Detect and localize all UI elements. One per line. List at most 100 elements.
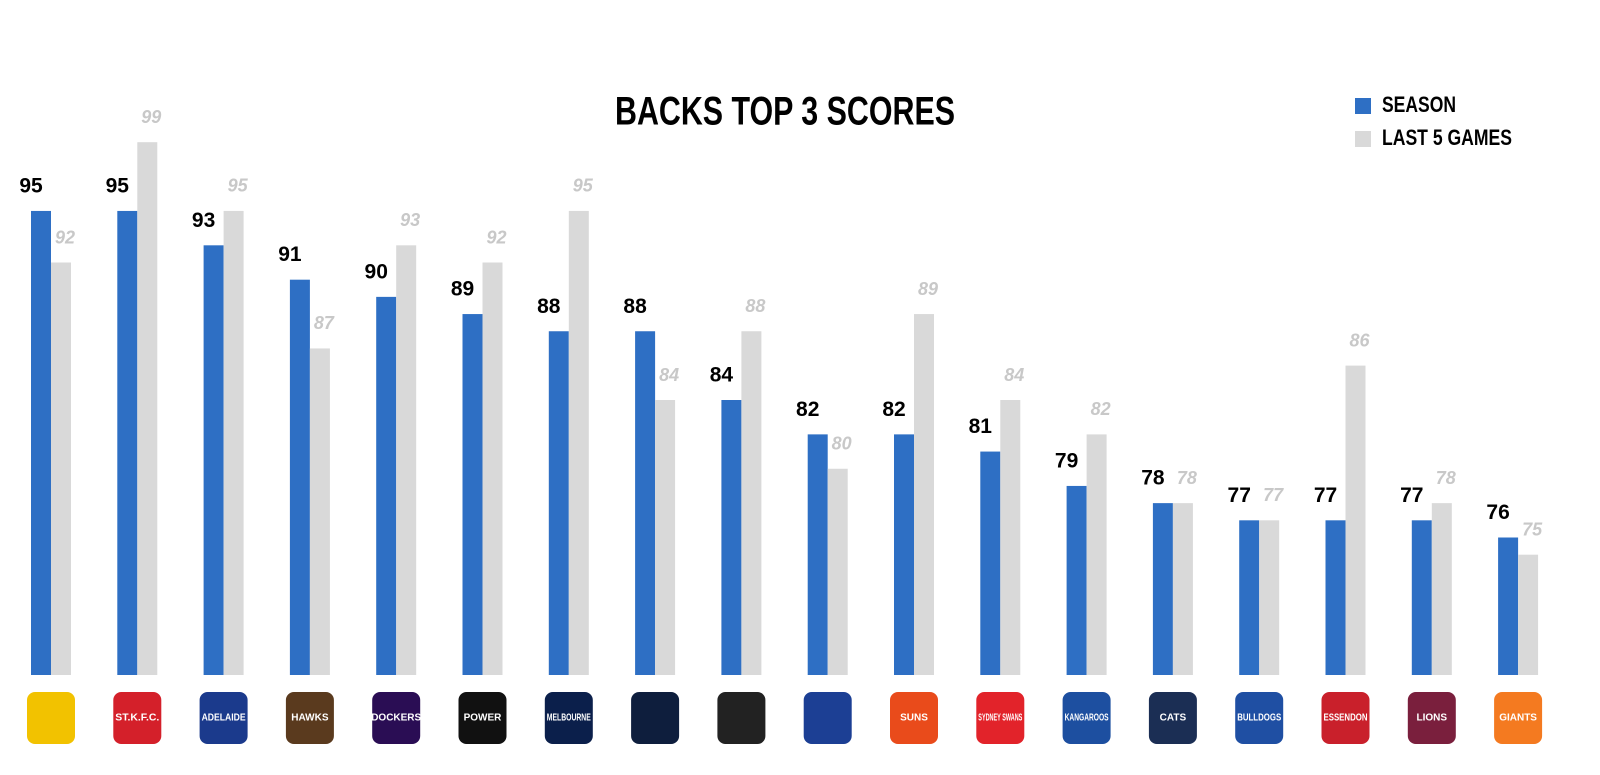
bar	[223, 210, 244, 675]
x-tick-label: LIONS	[1417, 713, 1448, 724]
data-label: 76	[1486, 501, 1509, 524]
bar	[1152, 503, 1173, 675]
data-label: 89	[451, 278, 474, 301]
bar	[894, 434, 914, 675]
team-logo	[890, 692, 938, 744]
legend-label: LAST 5 GAMES	[1382, 125, 1512, 150]
x-tick-label: ADELAIDE	[202, 713, 246, 724]
x-tick-label: HAWKS	[291, 713, 329, 724]
x-tick-label: ESSENDON	[1324, 713, 1368, 724]
team-logo	[1407, 692, 1456, 744]
bar	[1259, 520, 1280, 675]
team-logo	[1062, 692, 1111, 744]
data-label: 77	[1263, 485, 1284, 505]
bar	[51, 262, 71, 675]
bar	[462, 314, 483, 675]
team-logo	[27, 692, 75, 744]
data-label: 78	[1141, 467, 1165, 490]
x-tick-label: SYDNEY SWANS	[978, 713, 1022, 724]
team-logo	[372, 692, 421, 744]
x-tick-label: POWER	[464, 713, 503, 724]
bar	[1066, 485, 1087, 675]
bar	[1345, 365, 1366, 675]
bar	[376, 296, 397, 675]
data-label: 88	[623, 295, 647, 318]
data-label: 91	[278, 243, 302, 266]
bar	[1172, 503, 1193, 675]
x-tick-label: GIANTS	[1499, 713, 1537, 724]
data-label: 88	[745, 296, 765, 316]
data-label: 78	[1436, 468, 1456, 488]
team-logo	[803, 692, 852, 744]
bar	[568, 210, 589, 675]
bar	[741, 331, 762, 675]
data-label: 77	[1314, 484, 1337, 507]
legend-swatch	[1355, 98, 1371, 114]
data-label: 80	[832, 434, 852, 454]
team-logo	[717, 692, 766, 744]
bar	[635, 331, 656, 675]
bar	[1431, 503, 1452, 675]
team-logo	[285, 692, 334, 744]
x-tick-label: DOCKERS	[371, 713, 421, 724]
bar	[137, 142, 158, 675]
bar	[1086, 434, 1107, 675]
legend-label: SEASON	[1382, 92, 1456, 117]
data-label: 84	[659, 365, 679, 385]
data-label: 93	[192, 209, 215, 232]
data-label: 93	[400, 210, 420, 230]
data-label: 95	[106, 174, 130, 197]
data-label: 82	[1091, 399, 1111, 419]
data-label: 87	[314, 313, 335, 333]
data-label: 82	[796, 398, 819, 421]
team-logo	[113, 692, 162, 744]
data-label: 90	[365, 260, 388, 283]
bar	[548, 331, 569, 675]
bar	[309, 348, 330, 675]
bar	[980, 451, 1001, 675]
data-label: 99	[141, 107, 161, 127]
bar	[31, 210, 51, 675]
bar	[396, 245, 417, 675]
data-label: 84	[1004, 365, 1024, 385]
data-label: 77	[1228, 484, 1251, 507]
x-tick-label: KANGAROOS	[1065, 713, 1109, 724]
data-label: 92	[486, 227, 506, 247]
team-logo	[1148, 692, 1197, 744]
team-logo	[1321, 692, 1370, 744]
bar	[289, 279, 310, 675]
x-tick-label: SUNS	[900, 713, 928, 724]
bar	[1518, 554, 1539, 675]
bar	[117, 210, 138, 675]
data-label: 77	[1400, 484, 1423, 507]
team-logo	[458, 692, 507, 744]
bar	[914, 314, 934, 675]
data-label: 95	[228, 176, 249, 196]
team-logo	[199, 692, 248, 744]
team-logo	[631, 692, 680, 744]
legend-swatch	[1355, 131, 1371, 147]
bar	[203, 245, 224, 675]
bar	[1325, 520, 1346, 675]
x-tick-label: MELBOURNE	[547, 713, 591, 724]
bar	[1000, 400, 1021, 675]
x-tick-label: ST.K.F.C.	[115, 713, 159, 724]
bar	[721, 400, 742, 675]
team-logo	[1494, 692, 1543, 744]
data-label: 92	[55, 227, 75, 247]
bar	[482, 262, 503, 675]
data-label: 86	[1349, 330, 1370, 350]
bar	[1498, 537, 1519, 675]
data-label: 82	[882, 398, 905, 421]
data-label: 95	[19, 174, 43, 197]
team-logo	[976, 692, 1025, 744]
team-logo	[544, 692, 593, 744]
bar	[1239, 520, 1260, 675]
data-label: 79	[1055, 449, 1078, 472]
data-label: 81	[969, 415, 993, 438]
data-label: 78	[1177, 468, 1197, 488]
x-tick-label: CATS	[1160, 713, 1187, 724]
bar	[807, 434, 828, 675]
data-label: 89	[918, 279, 938, 299]
